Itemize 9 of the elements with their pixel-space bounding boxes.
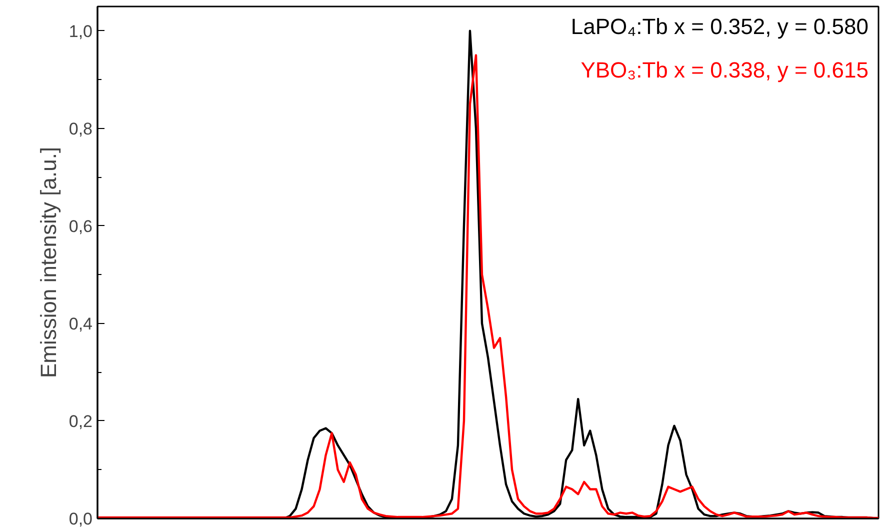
y-tick-label: 0,4 xyxy=(68,314,93,334)
y-tick-label: 0,0 xyxy=(68,510,93,528)
y-tick-label: 0,6 xyxy=(68,216,93,236)
y-tick-label: 0,2 xyxy=(68,412,93,431)
y-tick-label: 1,0 xyxy=(68,22,93,41)
y-tick-label: 0,8 xyxy=(68,119,93,138)
text: YBO₃:Tb x = 0.338, y = 0.615 xyxy=(580,58,868,83)
y-axis-title: Emission intensity [a.u.] xyxy=(36,146,61,378)
text: LaPO₄:Tb x = 0.352, y = 0.580 xyxy=(570,14,868,40)
